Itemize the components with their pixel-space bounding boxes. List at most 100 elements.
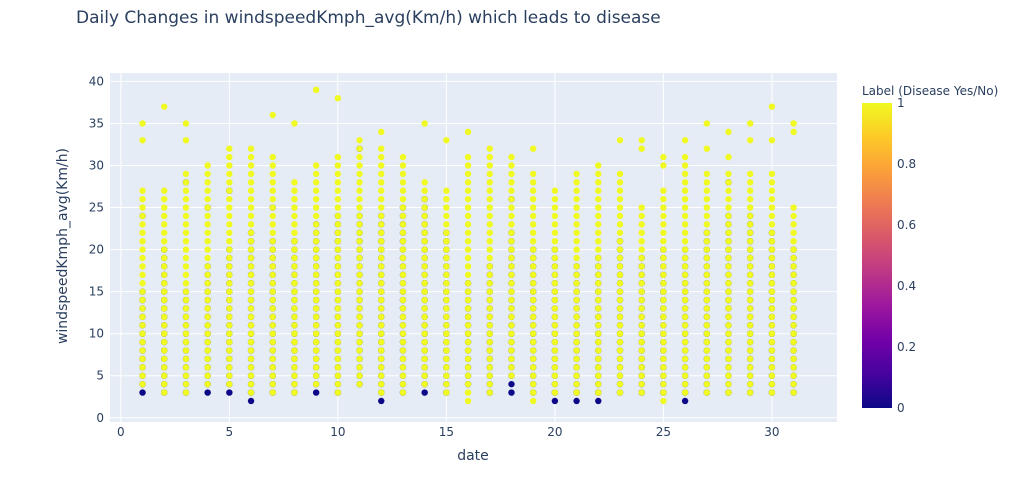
y-tick-label: 30: [89, 159, 104, 173]
data-point-label-1: [269, 296, 276, 304]
data-point-label-1: [746, 237, 754, 245]
data-point-label-1: [508, 237, 515, 245]
data-point-label-1: [660, 195, 667, 203]
data-point-label-1: [226, 288, 233, 295]
data-point-label-1: [443, 195, 450, 203]
data-point-label-1: [790, 229, 797, 236]
data-point-label-1: [508, 179, 515, 186]
data-point-label-1: [790, 330, 797, 337]
data-point-label-1: [595, 195, 602, 203]
data-point-label-1: [269, 237, 276, 245]
data-point-label-1: [529, 322, 537, 329]
data-point-label-1: [638, 338, 645, 346]
data-point-label-1: [768, 364, 776, 371]
data-point-label-1: [291, 229, 298, 236]
data-point-label-1: [443, 389, 450, 396]
data-point-label-1: [725, 280, 732, 287]
data-point-label-1: [334, 212, 342, 220]
data-point-label-1: [161, 338, 168, 346]
data-point-label-1: [768, 246, 776, 253]
data-point-label-1: [312, 288, 320, 295]
data-point-label-1: [573, 246, 580, 253]
data-point-label-1: [204, 313, 211, 321]
data-point-label-1: [312, 195, 320, 203]
data-point-label-1: [508, 372, 515, 379]
data-point-label-1: [312, 221, 320, 228]
data-point-label-1: [790, 322, 797, 329]
data-point-label-1: [443, 237, 450, 245]
data-point-label-1: [182, 179, 190, 186]
data-point-label-1: [269, 179, 276, 186]
data-point-label-1: [703, 187, 710, 194]
data-point-label-1: [161, 347, 168, 354]
data-point-label-1: [551, 338, 559, 346]
data-point-label-1: [486, 305, 493, 312]
x-tick-label: 15: [439, 425, 454, 439]
data-point-label-1: [356, 170, 363, 178]
data-point-label-1: [790, 263, 797, 270]
data-point-label-1: [356, 187, 363, 194]
y-tick-label: 10: [89, 327, 104, 341]
data-point-label-1: [247, 380, 255, 388]
data-point-label-1: [421, 296, 428, 304]
data-point-label-1: [703, 263, 710, 270]
data-point-label-1: [247, 204, 255, 211]
data-point-label-1: [161, 330, 168, 337]
data-point-label-1: [703, 170, 710, 178]
data-point-label-1: [529, 229, 537, 236]
data-point-label-1: [421, 254, 428, 262]
data-point-label-1: [247, 338, 255, 346]
data-point-label-1: [638, 305, 645, 312]
data-point-label-1: [291, 372, 298, 379]
data-point-label-1: [660, 229, 667, 236]
data-point-label-1: [464, 263, 472, 270]
data-point-label-1: [356, 271, 363, 279]
data-point-label-1: [204, 330, 211, 337]
data-point-label-1: [269, 170, 276, 178]
data-point-label-1: [161, 212, 168, 220]
data-point-label-1: [681, 170, 689, 178]
data-point-label-1: [638, 288, 645, 295]
data-point-label-1: [638, 330, 645, 337]
data-point-label-1: [660, 212, 667, 220]
data-point-label-1: [681, 271, 689, 279]
data-point-label-1: [486, 153, 493, 161]
data-point-label-1: [334, 254, 342, 262]
data-point-label-1: [681, 280, 689, 287]
data-point-label-1: [660, 271, 667, 279]
data-point-label-1: [529, 145, 537, 152]
data-point-label-1: [182, 271, 190, 279]
data-point-label-1: [399, 246, 407, 253]
data-point-label-1: [703, 313, 710, 321]
data-point-label-1: [768, 330, 776, 337]
data-point-label-1: [139, 280, 146, 287]
data-point-label-1: [443, 246, 450, 253]
data-point-label-1: [182, 296, 190, 304]
x-tick-label: 20: [547, 425, 562, 439]
data-point-label-1: [464, 288, 472, 295]
data-point-label-1: [595, 355, 602, 363]
data-point-label-1: [421, 229, 428, 236]
data-point-label-1: [508, 153, 515, 161]
data-point-label-1: [508, 280, 515, 287]
data-point-label-1: [421, 305, 428, 312]
data-point-label-1: [464, 153, 472, 161]
colorbar-tick-label: 0.2: [897, 340, 916, 354]
data-point-label-1: [443, 372, 450, 379]
data-point-label-0: [508, 389, 515, 396]
data-point-label-1: [681, 237, 689, 245]
data-point-label-1: [551, 372, 559, 379]
data-point-label-1: [161, 237, 168, 245]
data-point-label-1: [508, 221, 515, 228]
data-point-label-1: [464, 313, 472, 321]
data-point-label-1: [269, 111, 276, 119]
data-point-label-1: [508, 170, 515, 178]
data-point-label-1: [334, 305, 342, 312]
data-point-label-1: [616, 372, 624, 379]
data-point-label-1: [486, 254, 493, 262]
data-point-label-1: [638, 389, 645, 396]
data-point-label-1: [746, 322, 754, 329]
data-point-label-1: [595, 187, 602, 194]
data-point-label-1: [139, 296, 146, 304]
data-point-label-1: [486, 380, 493, 388]
